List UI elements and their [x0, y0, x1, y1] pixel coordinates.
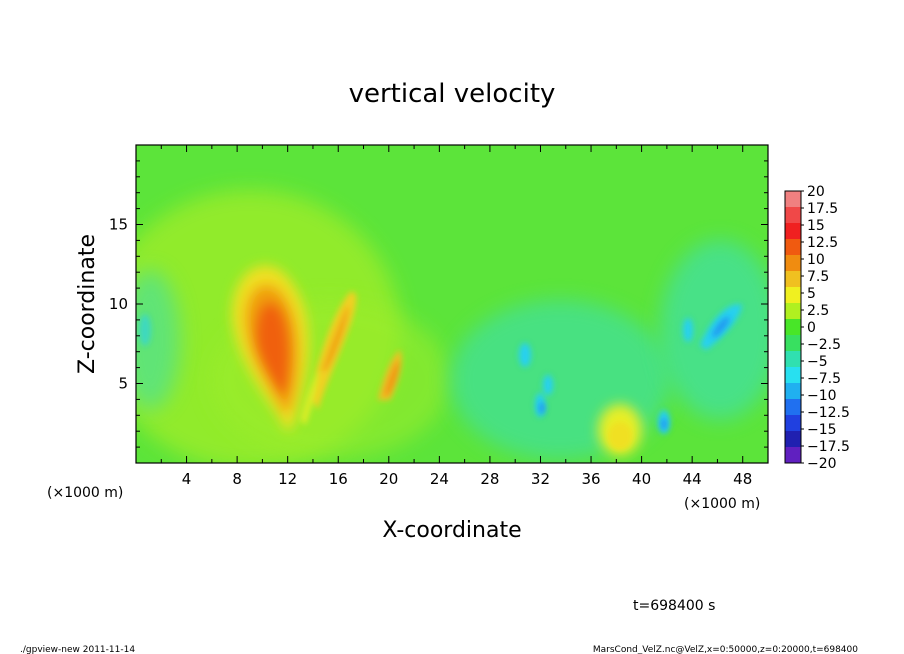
colorbar-label: 17.5 [807, 201, 838, 217]
x-tick-label: 24 [430, 470, 449, 488]
colorbar-swatch [785, 415, 801, 432]
x-tick-label: 20 [379, 470, 398, 488]
footer-left: ./gpview-new 2011-11-14 [20, 645, 135, 654]
x-tick-label: 16 [329, 470, 348, 488]
colorbar-label: −17.5 [807, 439, 850, 455]
colorbar-swatch [785, 431, 801, 448]
colorbar-swatch [785, 255, 801, 272]
heatmap-field [136, 145, 768, 463]
colorbar-swatch [785, 335, 801, 352]
x-tick-label: 12 [278, 470, 297, 488]
x-axis-title: X-coordinate [382, 518, 521, 543]
colorbar-swatch [785, 383, 801, 400]
colorbar-swatch [785, 287, 801, 304]
colorbar: 2017.51512.5107.552.50−2.5−5−7.5−10−12.5… [784, 184, 850, 472]
colorbar-swatch [785, 207, 801, 224]
colorbar-swatch [785, 271, 801, 288]
colorbar-label: 20 [807, 184, 825, 200]
colorbar-label: −2.5 [807, 337, 841, 353]
colorbar-swatch [785, 191, 801, 208]
x-tick-label: 28 [480, 470, 499, 488]
colorbar-swatch [785, 351, 801, 368]
x-unit-label-left: (×1000 m) [47, 485, 123, 501]
x-unit-label-right: (×1000 m) [684, 496, 760, 512]
x-tick-label: 32 [531, 470, 550, 488]
x-tick-label: 8 [232, 470, 242, 488]
colorbar-label: 5 [807, 286, 816, 302]
x-tick-label: 40 [632, 470, 651, 488]
colorbar-label: −20 [807, 456, 837, 472]
y-axis: 5 10 15 [109, 160, 768, 448]
colorbar-label: −10 [807, 388, 837, 404]
colorbar-label: −5 [807, 354, 828, 370]
colorbar-swatch [785, 399, 801, 416]
colorbar-label: −15 [807, 422, 837, 438]
colorbar-label: −7.5 [807, 371, 841, 387]
colorbar-label: 12.5 [807, 235, 838, 251]
x-tick-label: 4 [182, 470, 192, 488]
y-tick-label: 15 [109, 216, 128, 234]
colorbar-swatch [785, 367, 801, 384]
x-tick-label: 48 [733, 470, 752, 488]
colorbar-swatch [785, 223, 801, 240]
colorbar-swatch [785, 447, 801, 464]
colorbar-swatch [785, 239, 801, 256]
colorbar-label: 15 [807, 218, 825, 234]
chart-title: vertical velocity [349, 79, 556, 109]
colorbar-swatch [785, 319, 801, 336]
colorbar-label: −12.5 [807, 405, 850, 421]
x-axis: 4 8 12 16 20 24 28 32 36 40 44 48 [160, 145, 752, 488]
y-tick-label: 5 [118, 375, 128, 393]
y-axis-title: Z-coordinate [75, 234, 100, 374]
x-tick-label: 36 [581, 470, 600, 488]
colorbar-label: 10 [807, 252, 825, 268]
colorbar-swatch [785, 303, 801, 320]
footer-right: MarsCond_VelZ.nc@VelZ,x=0:50000,z=0:2000… [593, 645, 858, 654]
time-label: t=698400 s [633, 598, 715, 614]
colorbar-label: 7.5 [807, 269, 829, 285]
x-tick-label: 44 [683, 470, 702, 488]
y-tick-label: 10 [109, 295, 128, 313]
colorbar-label: 2.5 [807, 303, 829, 319]
colorbar-label: 0 [807, 320, 816, 336]
